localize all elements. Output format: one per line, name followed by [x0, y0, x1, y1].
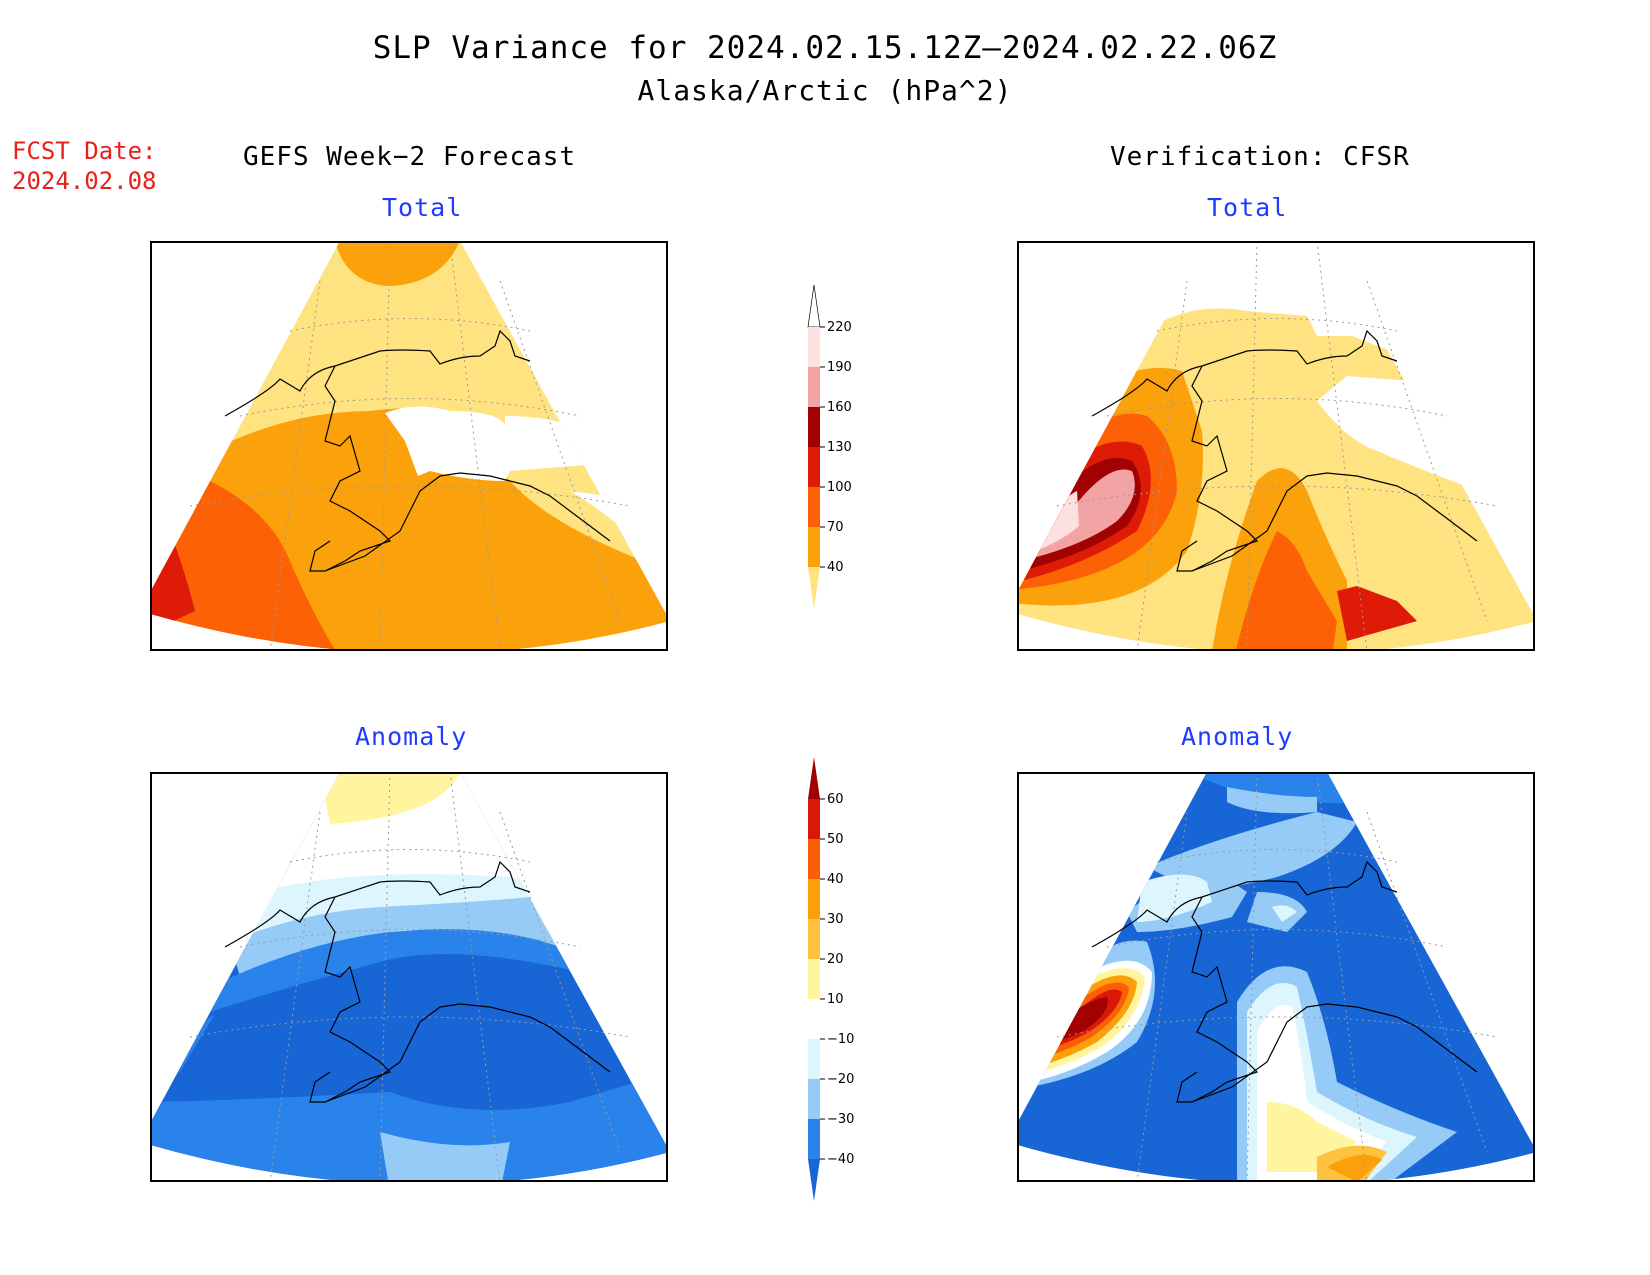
colorbar-tick-label: 40 [827, 872, 844, 887]
colorbar-arrow-bottom [808, 1159, 820, 1201]
colorbar-segment [808, 839, 820, 879]
anomaly-fill-30-40 [1327, 1154, 1382, 1182]
anomaly-fill-minus30-minus20 [1147, 812, 1357, 892]
colorbar-tick-label: 60 [827, 792, 844, 807]
colorbar-tick-label: −40 [827, 1152, 854, 1167]
panel-title-verification-total: Total [1207, 193, 1288, 222]
colorbar-segment [808, 1119, 820, 1159]
colorbar-tick-label: 20 [827, 952, 844, 967]
map-panel-verification-anomaly [1017, 772, 1535, 1182]
variance-fill-70-100 [335, 241, 460, 286]
anomaly-fill-minus30-minus20 [380, 1132, 510, 1182]
anomaly-fill-minus30-minus20 [230, 897, 560, 977]
graticule-lines [1056, 772, 1498, 1182]
graticule-lines [1056, 241, 1498, 651]
colorbar-segment [808, 879, 820, 919]
coastline [1091, 329, 1478, 572]
colorbar-tick-label: 10 [827, 992, 844, 1007]
colorbar-segment [808, 487, 820, 527]
colorbar-segment [808, 447, 820, 487]
forecast-date-value: 2024.02.08 [12, 167, 157, 195]
colorbar-arrow-top [807, 284, 821, 328]
map-panel-verification-total [1017, 241, 1535, 651]
colorbar-segment [808, 919, 820, 959]
colorbar-tick-label: −20 [827, 1072, 854, 1087]
coastline [224, 329, 611, 572]
colorbar-tick-label: 160 [827, 400, 852, 415]
colorbar-segment [808, 999, 820, 1039]
colorbar-tick-label: −30 [827, 1112, 854, 1127]
forecast-date-label: FCST Date: [12, 137, 157, 165]
anomaly-fill-minus40-minus30 [200, 929, 580, 1012]
anomaly-fill-minus40-minus30 [1187, 772, 1377, 804]
colorbar-segment [808, 959, 820, 999]
variance-fill-130-160 [150, 531, 195, 641]
variance-fill-100-130 [1227, 531, 1337, 651]
map-panel-forecast-anomaly [150, 772, 668, 1182]
colorbar-segment [808, 367, 820, 407]
colorbar-segment [808, 1039, 820, 1079]
graticule-lines [189, 772, 631, 1182]
anomaly-fill-minus20-minus10 [1272, 905, 1297, 922]
coastline [1091, 860, 1478, 1103]
panel-title-forecast-anomaly: Anomaly [355, 722, 468, 751]
column-heading-forecast: GEFS Week−2 Forecast [243, 142, 577, 172]
colorbar-tick-label: 190 [827, 360, 852, 375]
colorbar-tick-label: 220 [827, 320, 852, 335]
map-frame [1017, 772, 1535, 1182]
anomaly-fill-minus30-minus20 [620, 1032, 668, 1082]
colorbar-tick-label: 100 [827, 480, 852, 495]
map-panel-forecast-total [150, 241, 668, 651]
variance-fill-below-40 [385, 406, 610, 481]
variance-fill-130-160 [1337, 586, 1417, 641]
anomaly-fill-10-20 [320, 772, 460, 824]
column-heading-verification: Verification: CFSR [1110, 142, 1410, 172]
panel-title-verification-anomaly: Anomaly [1181, 722, 1294, 751]
colorbar-anomaly: 60 50 40 30 20 10 −10 −20 −30 −40 [790, 755, 870, 1209]
colorbar-segment [808, 799, 820, 839]
colorbar-tick-label: −10 [827, 1032, 854, 1047]
anomaly-fill-minus20-minus10 [1137, 874, 1212, 922]
colorbar-segment [808, 527, 820, 567]
map-frame [150, 772, 668, 1182]
figure-subtitle: Alaska/Arctic (hPa^2) [637, 74, 1013, 107]
graticule-lines [189, 241, 631, 651]
colorbar-segment [808, 1079, 820, 1119]
colorbar-tick-label: 70 [827, 520, 844, 535]
colorbar-tick-label: 40 [827, 560, 844, 575]
panel-title-forecast-total: Total [382, 193, 463, 222]
anomaly-fill-minus30-minus20 [1227, 787, 1317, 814]
colorbar-arrow-top [808, 757, 820, 799]
colorbar-total: 220 190 160 130 100 70 40 [790, 283, 870, 617]
anomaly-fill-above-60 [1017, 997, 1108, 1057]
colorbar-tick-label: 50 [827, 832, 844, 847]
colorbar-tick-label: 130 [827, 440, 852, 455]
figure-title: SLP Variance for 2024.02.15.12Z—2024.02.… [372, 30, 1278, 66]
colorbar-tick-label: 30 [827, 912, 844, 927]
coastline [224, 860, 611, 1103]
colorbar-segment [808, 407, 820, 447]
map-frame [1017, 241, 1535, 651]
colorbar-arrow-bottom [808, 567, 820, 609]
map-frame [150, 241, 668, 651]
variance-fill-40-70 [1447, 521, 1507, 586]
colorbar-segment [808, 327, 820, 367]
